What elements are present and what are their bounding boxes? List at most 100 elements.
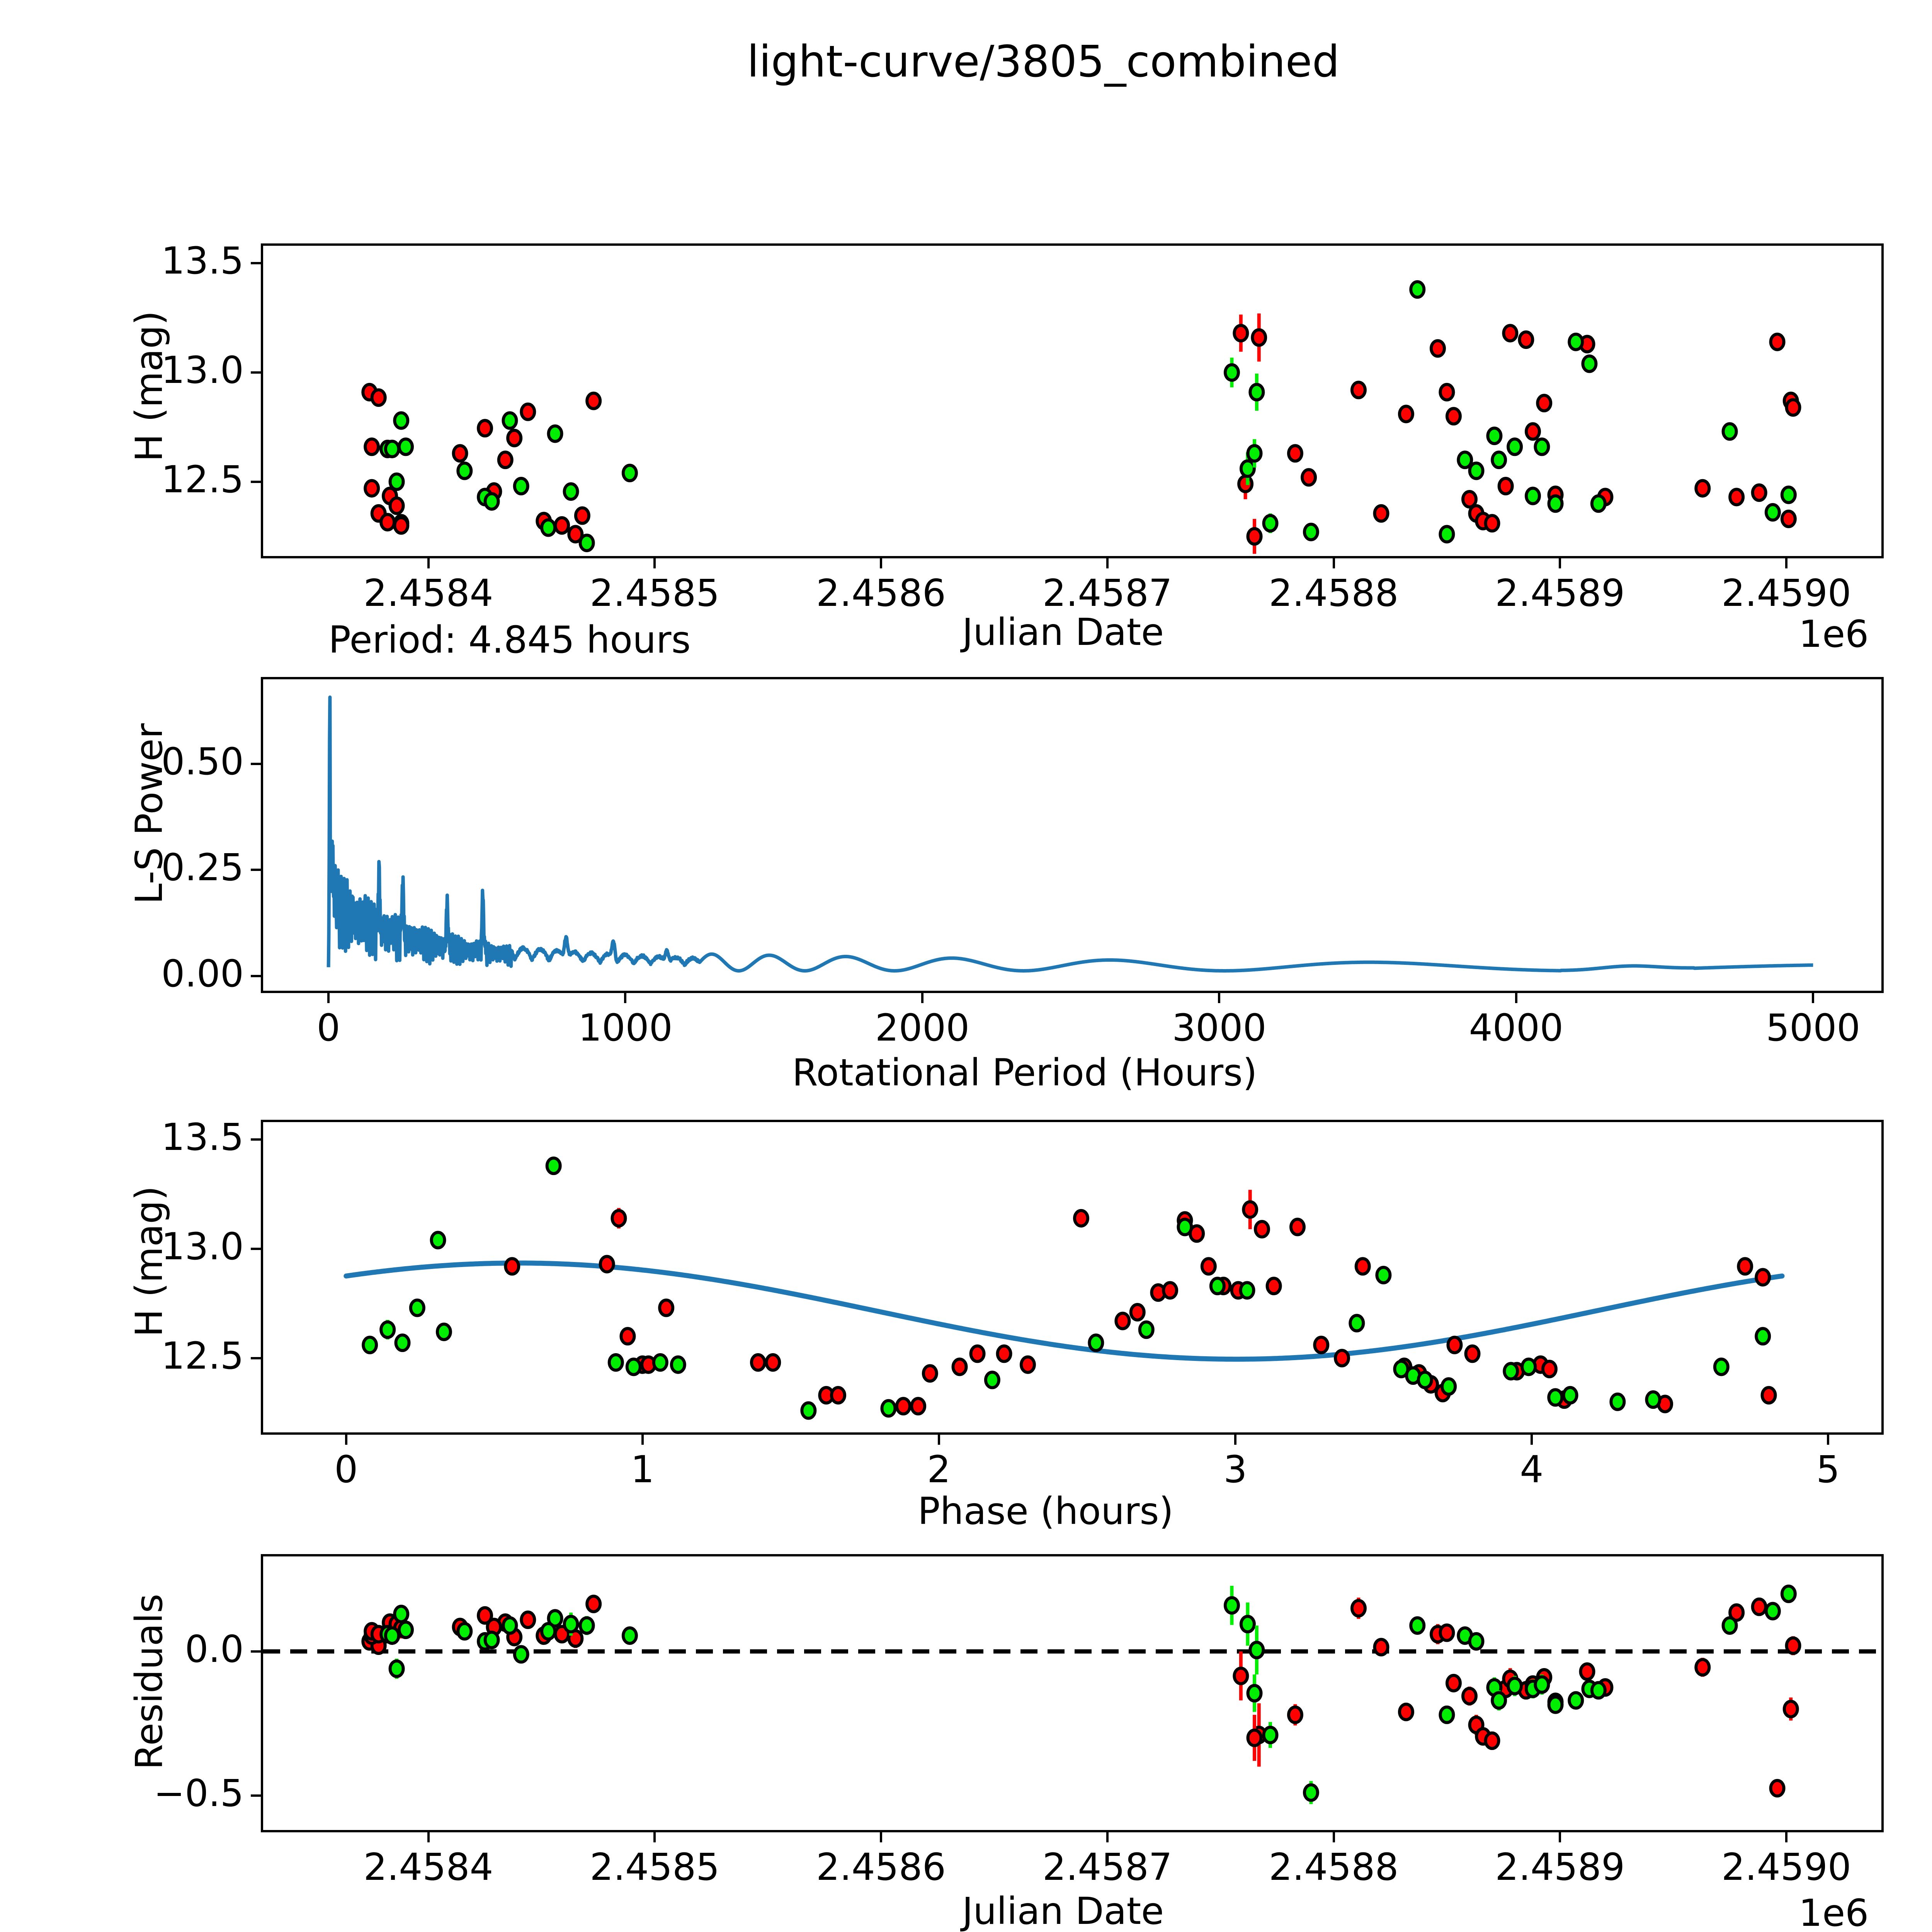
data-point [1782,1699,1799,1718]
xtick-label: 3 [1223,1448,1247,1491]
data-point [1248,383,1265,401]
data-point [456,461,473,480]
data-point [384,1626,400,1645]
data-point [1468,461,1485,480]
ytick-label: 13.0 [161,1225,244,1268]
ytick-mark [251,262,261,265]
data-point [1520,1357,1537,1376]
data-point [362,1335,378,1354]
data-point [1334,1349,1350,1367]
data-point [435,1322,452,1341]
panel-raw-plot-area [361,280,1801,554]
data-point [619,1327,636,1346]
page-title: light-curve/3805_combined [747,37,1340,87]
xtick-label: 2.4586 [816,571,946,615]
xtick-label: 2 [927,1448,951,1491]
ytick-mark [251,480,261,483]
panel-raw-light-curve [261,243,1884,558]
axis-label-julian-date-panel1: Julian Date [962,611,1164,654]
data-point [1313,1335,1330,1354]
data-point [393,516,410,535]
xtick-mark [1559,1832,1561,1842]
data-point [1248,1641,1265,1660]
data-point [922,1364,938,1383]
data-point [1755,1268,1771,1287]
data-point [1457,451,1473,469]
data-point [1590,1681,1607,1700]
data-point [1398,405,1414,423]
data-point [1129,1303,1146,1321]
series-green [379,280,1797,553]
ytick-label: 12.5 [161,457,244,501]
data-point [1114,1311,1131,1330]
data-point [1287,444,1303,463]
data-point [996,1344,1012,1363]
data-point [578,534,595,553]
data-point [1239,1281,1255,1300]
ytick-mark [251,1794,261,1797]
data-point [1547,1695,1564,1714]
data-point [1547,494,1564,513]
data-point [1764,503,1781,522]
ytick-label: 0.0 [185,1627,244,1671]
data-point [658,1298,675,1317]
data-point [388,1659,405,1678]
data-point [1590,494,1607,513]
data-point [1609,1392,1626,1411]
data-point [621,1626,638,1645]
xtick-mark [427,558,430,568]
data-point [1446,1335,1463,1354]
data-point [554,516,570,535]
data-point [563,1615,579,1634]
data-point [1503,1362,1519,1381]
panel-phase-folded [261,1120,1884,1435]
data-point [1223,1596,1240,1615]
ytick-mark [251,763,261,765]
data-point [506,429,523,447]
data-point [364,479,380,498]
xtick-label: 5 [1816,1448,1840,1491]
xtick-label: 3000 [1172,1006,1267,1049]
data-point [1373,504,1389,523]
data-point [1440,1377,1457,1396]
xtick-label: 2.4585 [590,1845,720,1889]
data-point [394,1333,411,1352]
xtick-label: 2.4590 [1721,1845,1851,1889]
panel-residuals [261,1554,1884,1832]
ytick-label: 13.5 [161,1116,244,1159]
ytick-mark [251,1247,261,1250]
data-point [1439,1623,1455,1642]
xtick-label: 5000 [1766,1006,1861,1049]
data-point [1349,1314,1365,1333]
series-red [504,1190,1777,1416]
xtick-mark [1827,1435,1829,1445]
xtick-mark [1332,558,1335,568]
data-point [547,424,563,443]
data-point [547,1609,563,1628]
xtick-label: 2.4584 [363,1845,493,1889]
xtick-mark [1530,1435,1533,1445]
data-point [1262,514,1279,533]
data-point [1484,1731,1500,1750]
panel-ls-plot-area [327,695,1815,973]
data-point [1769,1779,1786,1798]
data-point [384,439,400,458]
data-point [520,402,536,421]
data-point [574,506,590,525]
xtick-mark [1106,558,1109,568]
xtick-mark [1218,993,1221,1003]
data-point [1409,280,1426,299]
data-point [1785,398,1801,417]
data-point [1162,1281,1179,1300]
data-point [483,492,500,511]
xtick-label: 2.4587 [1042,571,1172,615]
data-point [1246,527,1263,546]
data-point [1721,422,1738,441]
data-point [1246,444,1263,463]
data-point [1289,1218,1306,1236]
axis-label-residuals: Residuals [128,1594,171,1770]
panel-lomb-scargle [261,677,1884,993]
axis-label-julian-date-panel4: Julian Date [962,1889,1164,1932]
data-point [910,1397,927,1416]
data-point [1088,1333,1104,1352]
